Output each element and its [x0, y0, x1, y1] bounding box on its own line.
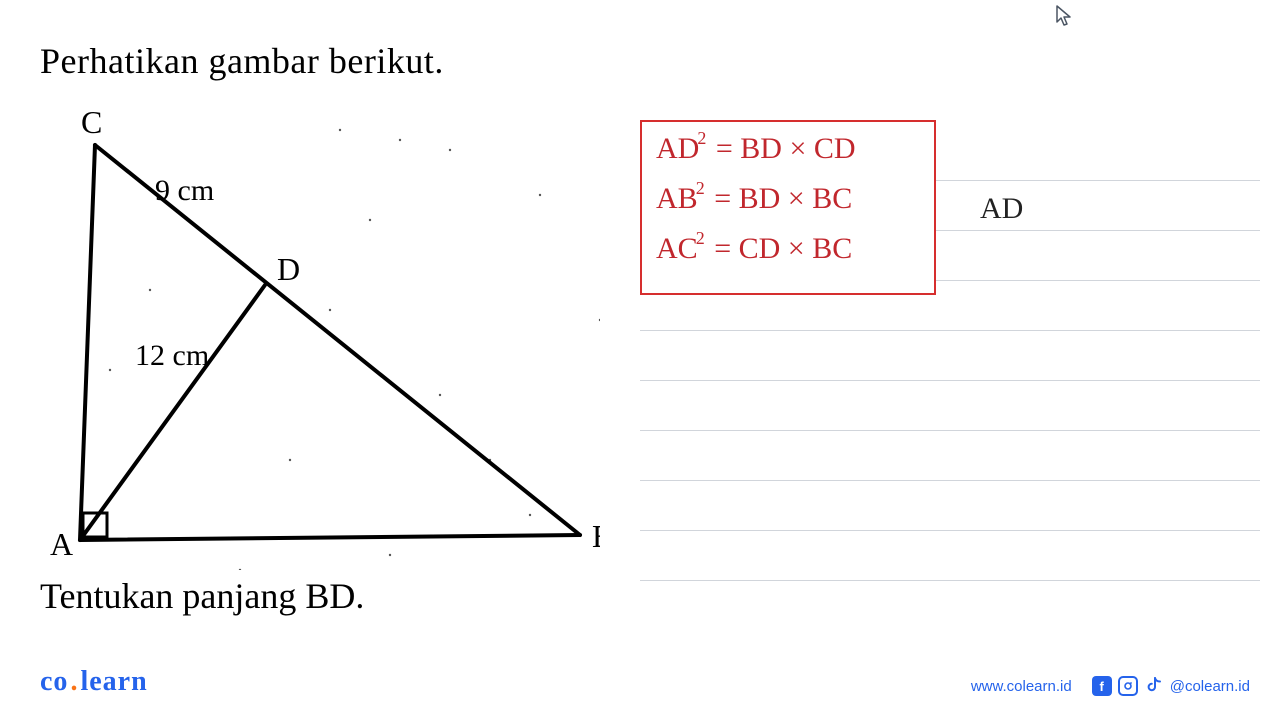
svg-text:D: D: [277, 251, 300, 287]
cursor-icon: [1055, 4, 1075, 30]
instagram-icon: [1118, 676, 1138, 696]
formula-line: AD2 = BD × CD: [656, 132, 856, 166]
paper-line: [640, 430, 1260, 431]
formula-box: AD2 = BD × CD AB2 = BD × BC AC2 = CD × BC: [640, 120, 936, 295]
handwritten-note: AD: [980, 192, 1023, 226]
footer-right: www.colearn.id f @colearn.id: [971, 676, 1250, 696]
social-handle: @colearn.id: [1170, 678, 1250, 695]
tiktok-icon: [1144, 676, 1164, 696]
brand-dot: .: [68, 666, 80, 697]
svg-text:9 cm: 9 cm: [155, 174, 214, 207]
svg-text:A: A: [50, 526, 73, 562]
formula-line: AC2 = CD × BC: [656, 232, 852, 266]
paper-line: [640, 380, 1260, 381]
problem-question: Tentukan panjang BD.: [40, 575, 364, 617]
facebook-icon: f: [1092, 676, 1112, 696]
svg-text:B: B: [592, 518, 600, 554]
paper-line: [640, 330, 1260, 331]
brand-learn: learn: [80, 666, 147, 697]
svg-text:C: C: [81, 110, 102, 140]
brand-co: co: [40, 666, 68, 697]
paper-line: [640, 480, 1260, 481]
svg-text:12 cm: 12 cm: [135, 339, 209, 372]
paper-line: [640, 580, 1260, 581]
social-links: f @colearn.id: [1092, 676, 1250, 696]
problem-heading: Perhatikan gambar berikut.: [40, 40, 444, 82]
brand-logo: co.learn: [40, 666, 148, 698]
footer-url: www.colearn.id: [971, 678, 1072, 695]
triangle-diagram: A B C D 9 cm 12 cm: [40, 110, 600, 570]
page: Perhatikan gambar berikut. A B C D 9 cm 12 cm…: [0, 0, 1280, 720]
formula-line: AB2 = BD × BC: [656, 182, 852, 216]
paper-line: [640, 530, 1260, 531]
